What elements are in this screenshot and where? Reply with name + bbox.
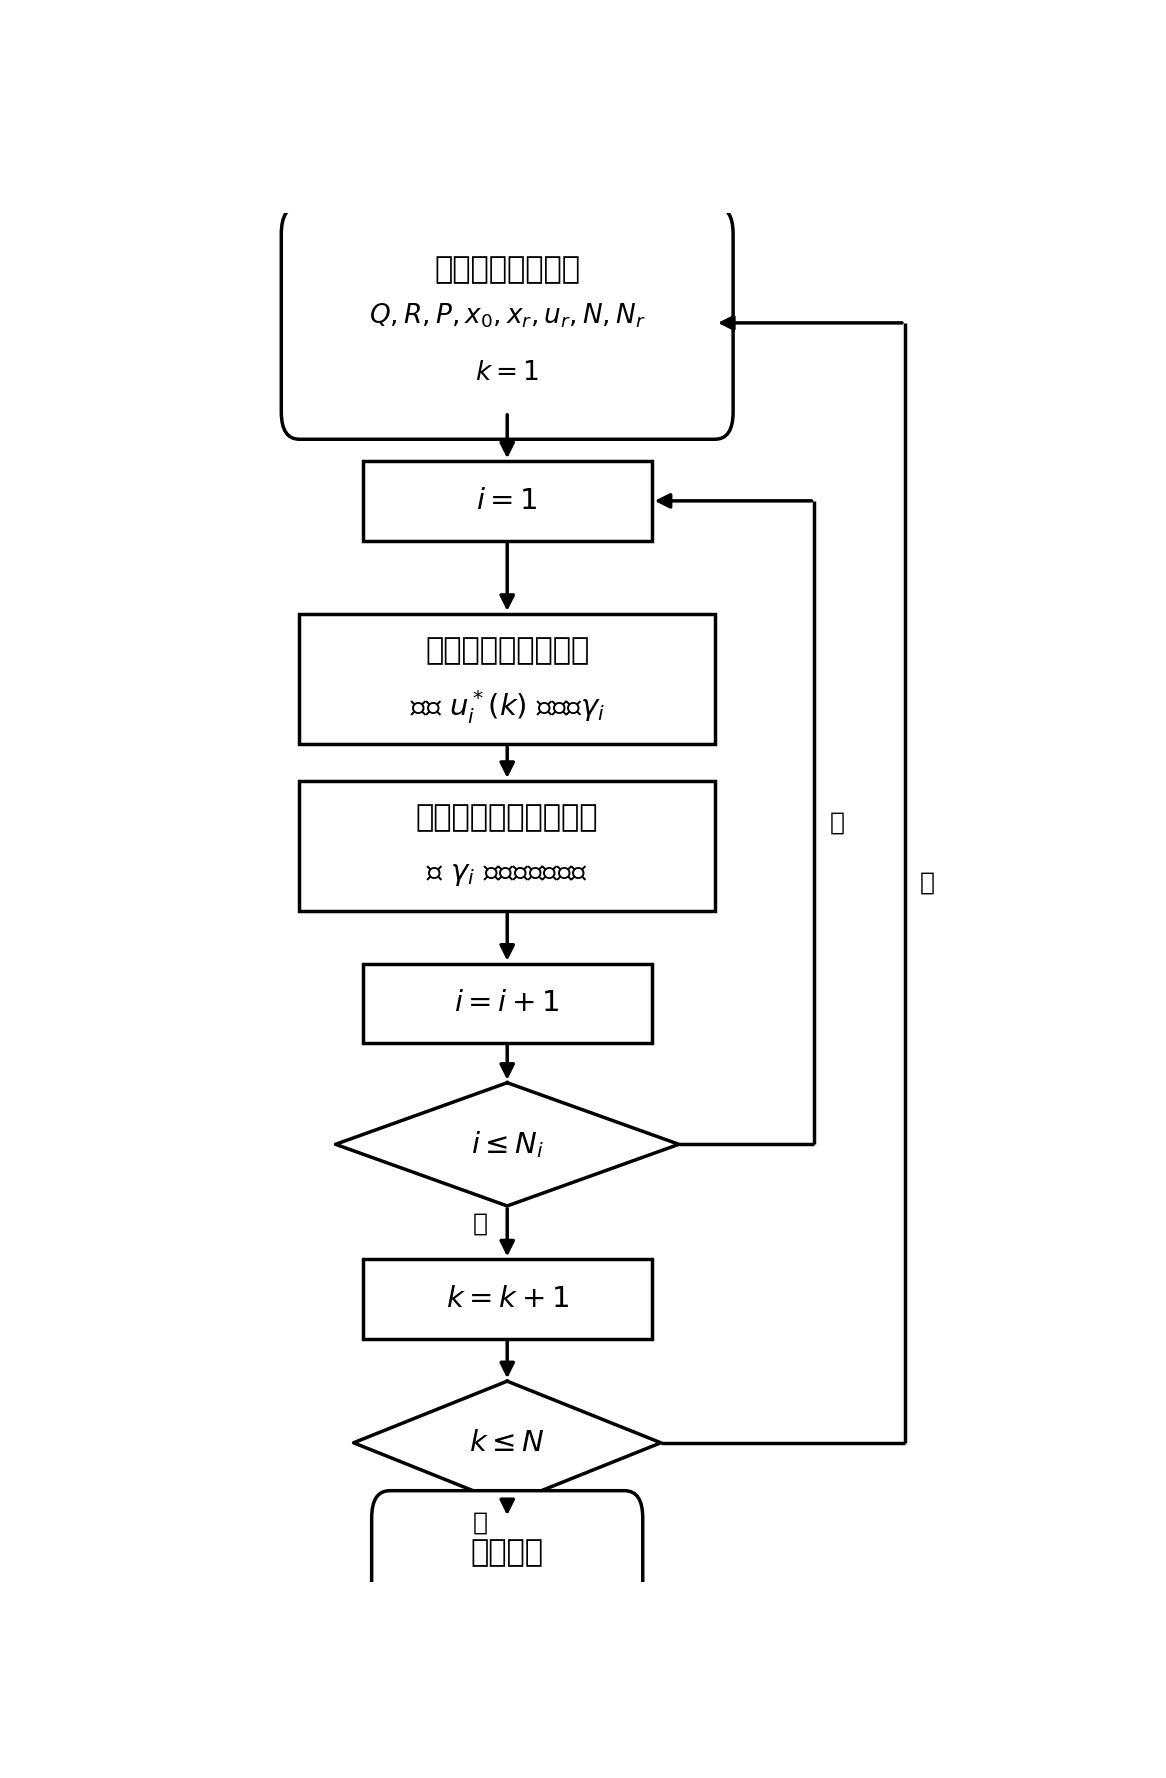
Bar bbox=[363, 1259, 652, 1339]
Bar bbox=[300, 781, 715, 910]
Text: 初始化机器人参数: 初始化机器人参数 bbox=[434, 254, 581, 284]
Polygon shape bbox=[353, 1382, 661, 1504]
Text: 向临近机器人发送估计: 向临近机器人发送估计 bbox=[416, 802, 598, 832]
Text: $Q, R, P, x_0, x_r, u_r, N, N_r$: $Q, R, P, x_0, x_r, u_r, N, N_r$ bbox=[368, 302, 646, 331]
Bar bbox=[363, 964, 652, 1044]
Text: 値 $\gamma_i$ 作为协同参考値: 値 $\gamma_i$ 作为协同参考値 bbox=[427, 861, 588, 889]
Bar bbox=[363, 461, 652, 541]
Text: $i \leq N_i$: $i \leq N_i$ bbox=[471, 1129, 543, 1159]
FancyBboxPatch shape bbox=[281, 206, 733, 439]
Text: $i = i+1$: $i = i+1$ bbox=[455, 989, 560, 1017]
Text: $k \leq N$: $k \leq N$ bbox=[470, 1430, 545, 1456]
Text: $i = 1$: $i = 1$ bbox=[477, 487, 538, 516]
FancyBboxPatch shape bbox=[372, 1490, 642, 1614]
Text: 优解 $u_i^*(k)$ 估计値$\gamma_i$: 优解 $u_i^*(k)$ 估计値$\gamma_i$ bbox=[409, 688, 605, 727]
Polygon shape bbox=[336, 1083, 679, 1205]
Text: 通过优化计算得到最: 通过优化计算得到最 bbox=[426, 637, 589, 665]
Bar bbox=[300, 613, 715, 743]
Text: 循环结束: 循环结束 bbox=[471, 1538, 543, 1566]
Text: 是: 是 bbox=[829, 811, 844, 834]
Text: 否: 否 bbox=[472, 1213, 487, 1236]
Text: $k = 1$: $k = 1$ bbox=[476, 359, 539, 386]
Text: 否: 否 bbox=[472, 1510, 487, 1534]
Text: 是: 是 bbox=[920, 871, 935, 894]
Text: $k = k+1$: $k = k+1$ bbox=[445, 1285, 569, 1312]
